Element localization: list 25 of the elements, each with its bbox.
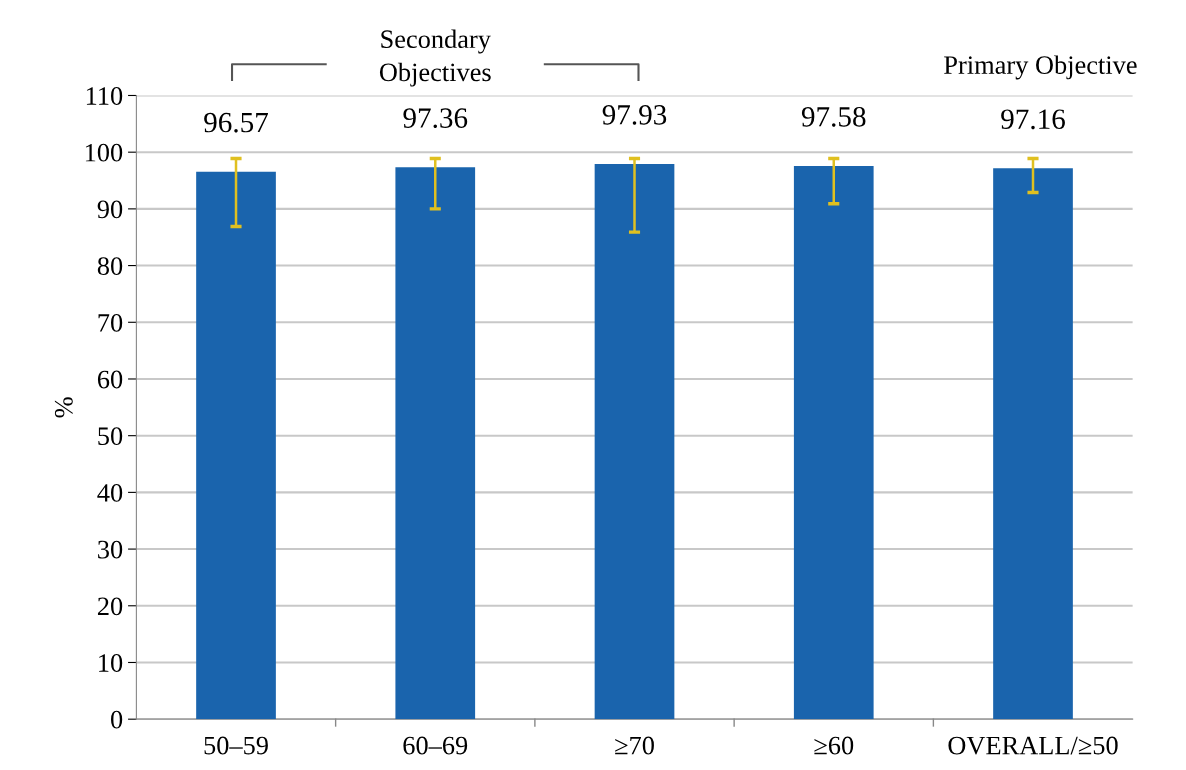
y-tick-label: 110: [86, 87, 123, 105]
y-tick-label: 20: [97, 597, 123, 616]
text: Primary Objective: [944, 55, 1137, 80]
x-tick-label: ≥70: [615, 736, 654, 755]
y-tick-label: 60: [97, 370, 123, 389]
y-tick-label: 0: [111, 710, 123, 729]
x-tick-label: 50–59: [204, 736, 268, 755]
y-tick-label: 90: [97, 200, 123, 219]
x-tick-label: ≥60: [814, 736, 854, 755]
data-label: 97.93: [602, 105, 667, 125]
data-label: 96.57: [204, 112, 268, 133]
data-label: 97.16: [1001, 109, 1065, 130]
x-tick-label: 60–69: [403, 736, 468, 755]
y-tick-label: 30: [98, 540, 123, 559]
y-tick-label: 50: [98, 427, 123, 446]
y-axis-title: %: [54, 397, 73, 418]
x-tick-label: OVERALL/≥50: [948, 736, 1118, 755]
y-tick-label: 40: [97, 483, 123, 502]
y-tick-label: 10: [99, 654, 123, 672]
y-tick-label: 100: [85, 143, 123, 162]
y-tick-label: 80: [97, 257, 123, 275]
text: Secondary Objectives: [379, 29, 491, 87]
y-tick-label: 70: [98, 313, 123, 332]
data-label: 97.58: [801, 106, 866, 127]
data-label: 97.36: [403, 108, 468, 129]
